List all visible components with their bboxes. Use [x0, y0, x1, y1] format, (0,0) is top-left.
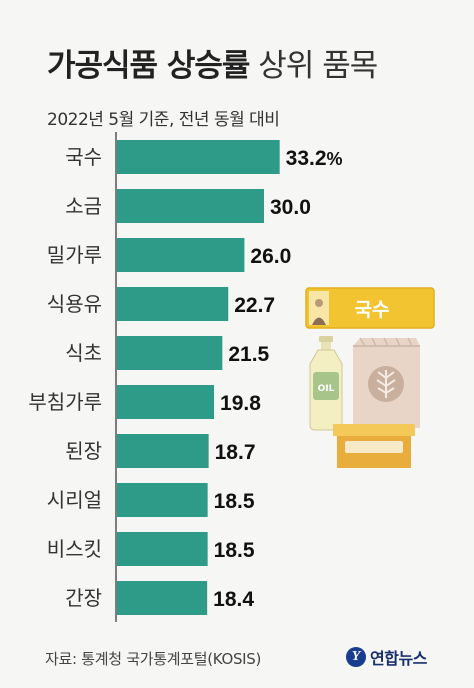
bottle-label: OIL: [318, 384, 335, 394]
value-number: 30.0: [270, 196, 311, 219]
flour-bag-icon: [353, 337, 420, 428]
category-label: 시리얼: [47, 488, 102, 512]
bar: [117, 287, 229, 321]
value-label: 33.2%: [286, 147, 343, 170]
value-label: 21.5: [228, 343, 269, 366]
bar: [117, 483, 208, 517]
bar: [117, 434, 209, 468]
value-label: 18.4: [213, 588, 254, 611]
chart-subtitle: 2022년 5월 기준, 전년 동월 대비: [47, 110, 280, 130]
value-label: 26.0: [250, 245, 291, 268]
bar: [117, 532, 208, 566]
yonhap-logo: Y 연합뉴스: [346, 645, 427, 669]
value-number: 26.0: [250, 245, 291, 268]
category-label: 소금: [65, 194, 102, 218]
bar: [117, 581, 208, 615]
category-label: 식용유: [47, 292, 102, 316]
value-label: 18.5: [214, 539, 255, 562]
value-suffix: %: [327, 149, 343, 169]
box-icon: [333, 424, 415, 468]
value-number: 18.5: [214, 490, 255, 513]
logo-mark-icon: Y: [346, 647, 366, 667]
oil-bottle-icon: OIL: [309, 336, 343, 431]
package-label: 국수: [355, 299, 390, 321]
bar: [117, 238, 245, 272]
value-number: 18.4: [213, 588, 254, 611]
value-number: 22.7: [234, 294, 275, 317]
title-bold: 가공식품 상승률: [47, 48, 250, 84]
category-label: 밀가루: [47, 243, 102, 267]
chart-header: 가공식품 상승률 상위 품목 2022년 5월 기준, 전년 동월 대비: [47, 40, 378, 130]
category-label: 식초: [65, 341, 102, 365]
category-label: 부침가루: [28, 390, 102, 414]
bar: [117, 336, 223, 370]
value-number: 21.5: [228, 343, 269, 366]
value-number: 33.2: [286, 147, 327, 170]
bar: [117, 140, 280, 174]
value-number: 19.8: [220, 392, 261, 415]
logo-text: 연합뉴스: [370, 649, 427, 668]
bar: [117, 385, 215, 419]
bars-group: 국수 33.2% 소금 30.0 밀가루 26.0 식용유 22.7 식초 21.5 부침가루 19.…: [28, 140, 343, 615]
noodle-package-icon: 국수: [305, 287, 435, 329]
value-number: 18.7: [215, 441, 256, 464]
value-label: 30.0: [270, 196, 311, 219]
value-label: 19.8: [220, 392, 261, 415]
value-number: 18.5: [214, 539, 255, 562]
chart-title: 가공식품 상승률 상위 품목: [47, 40, 378, 85]
food-illustration: 국수 OIL: [305, 287, 435, 468]
title-light: 상위 품목: [258, 48, 378, 84]
value-label: 18.5: [214, 490, 255, 513]
category-label: 비스킷: [47, 537, 102, 561]
category-label: 국수: [65, 145, 102, 169]
category-label: 간장: [65, 586, 102, 610]
category-label: 된장: [65, 439, 102, 463]
bar: [117, 189, 264, 223]
source-note: 자료: 통계청 국가통계포털(KOSIS): [45, 650, 262, 668]
value-label: 18.7: [215, 441, 256, 464]
value-label: 22.7: [234, 294, 275, 317]
